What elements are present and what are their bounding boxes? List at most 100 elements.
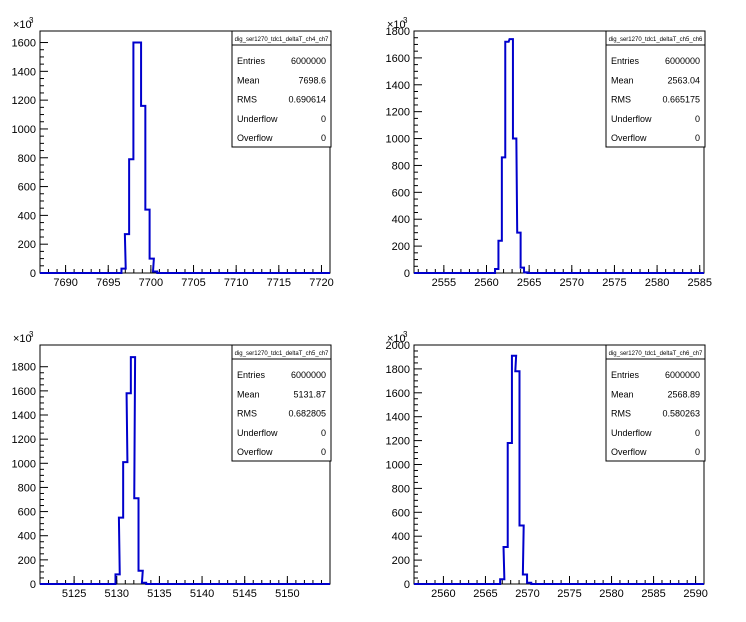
stats-value: 6000000 [291,56,326,66]
x-tick-label: 2560 [474,277,498,289]
stats-value: 0.665175 [662,95,700,105]
stats-label: Overflow [611,133,647,143]
x-tick-label: 2560 [431,588,455,600]
histogram-panel-1: 0 200 400 600 800 1000 1200 1400 1600 7690 7695 770… [12,16,334,289]
x-tick-label: 2585 [641,588,665,600]
stats-title: dig_ser1270_tdc1_deltaT_ch6_ch7 [609,351,703,357]
y-tick-label: 1000 [386,460,410,472]
stats-label: Mean [237,389,260,399]
y-tick-label: 2000 [386,340,410,352]
y-tick-label: 1400 [12,410,36,422]
stats-label: Mean [237,75,260,85]
stats-value: 0 [321,133,326,143]
y-tick-label: 200 [18,239,36,251]
y-tick-label: 1200 [12,434,36,446]
histogram-line [40,41,330,274]
x-tick-label: 2570 [560,277,584,289]
y-multiplier-exponent: 3 [403,16,408,25]
x-tick-label: 7695 [96,277,120,289]
x-tick-label: 5140 [190,588,214,600]
x-tick-label: 2565 [473,588,497,600]
x-tick-label: 7720 [309,277,333,289]
y-tick-label: 0 [404,268,410,280]
y-tick-label: 400 [392,214,410,226]
y-tick-label: 600 [18,507,36,519]
y-multiplier-label: ×10 [387,19,406,31]
y-tick-label: 1600 [386,388,410,400]
y-tick-label: 1000 [386,134,410,146]
y-tick-label: 400 [18,210,36,222]
y-multiplier-exponent: 3 [403,330,408,339]
y-multiplier-label: ×10 [13,19,32,31]
x-tick-label: 2580 [599,588,623,600]
y-tick-label: 1200 [12,95,36,107]
histogram-panel-2: 0 200 400 600 800 1000 1200 1400 1600 1800 2555 256… [386,16,712,289]
y-multiplier-label: ×10 [13,333,32,345]
y-tick-label: 800 [18,153,36,165]
stats-label: Underflow [237,428,278,438]
x-tick-label: 5125 [62,588,86,600]
y-tick-label: 1400 [12,66,36,78]
histogram-line [414,38,704,274]
x-tick-label: 7700 [139,277,163,289]
y-tick-label: 400 [392,531,410,543]
x-tick-label: 7715 [267,277,291,289]
y-tick-label: 1600 [386,53,410,65]
y-tick-label: 1400 [386,412,410,424]
stats-value: 0 [321,428,326,438]
y-tick-label: 1200 [386,107,410,119]
x-tick-label: 5130 [105,588,129,600]
stats-label: RMS [237,95,257,105]
y-tick-label: 1800 [12,362,36,374]
y-tick-label: 1000 [12,458,36,470]
y-multiplier-exponent: 3 [29,330,34,339]
x-tick-label: 7705 [181,277,205,289]
y-tick-label: 0 [30,268,36,280]
x-tick-label: 2565 [517,277,541,289]
y-tick-label: 1600 [12,386,36,398]
stats-value: 0 [695,447,700,457]
y-tick-label: 1200 [386,436,410,448]
stats-value: 0 [695,114,700,124]
y-tick-label: 1600 [12,38,36,50]
stats-label: Underflow [611,428,652,438]
stats-value: 0 [321,447,326,457]
y-tick-label: 600 [18,182,36,194]
x-tick-label: 5150 [275,588,299,600]
stats-box [605,344,706,462]
stats-value: 2568.89 [667,389,700,399]
stats-label: Entries [237,56,266,66]
stats-label: Mean [611,75,634,85]
y-tick-label: 1800 [386,364,410,376]
y-tick-label: 200 [18,555,36,567]
y-multiplier-exponent: 3 [29,16,34,25]
stats-value: 0 [321,114,326,124]
stats-label: Entries [237,370,266,380]
stats-label: Overflow [237,133,273,143]
stats-value: 0.682805 [288,409,326,419]
y-tick-label: 1400 [386,80,410,92]
histogram-line [40,356,330,585]
x-tick-label: 7710 [224,277,248,289]
stats-label: RMS [237,409,257,419]
x-tick-label: 2570 [515,588,539,600]
stats-value: 6000000 [665,370,700,380]
stats-value: 5131.87 [293,389,326,399]
stats-label: Underflow [237,114,278,124]
x-tick-label: 2575 [557,588,581,600]
y-tick-label: 800 [392,483,410,495]
stats-value: 0 [695,428,700,438]
stats-box [231,30,332,148]
stats-label: RMS [611,409,631,419]
x-tick-label: 2580 [645,277,669,289]
stats-label: RMS [611,95,631,105]
x-tick-label: 2590 [683,588,707,600]
stats-label: Mean [611,389,634,399]
stats-label: Overflow [611,447,647,457]
x-tick-label: 2575 [602,277,626,289]
y-multiplier-label: ×10 [387,333,406,345]
histogram-panel-4: 0 200 400 600 800 1000 1200 1400 1600 1800 2000 256… [386,330,708,600]
y-tick-label: 200 [392,241,410,253]
x-tick-label: 2585 [687,277,711,289]
